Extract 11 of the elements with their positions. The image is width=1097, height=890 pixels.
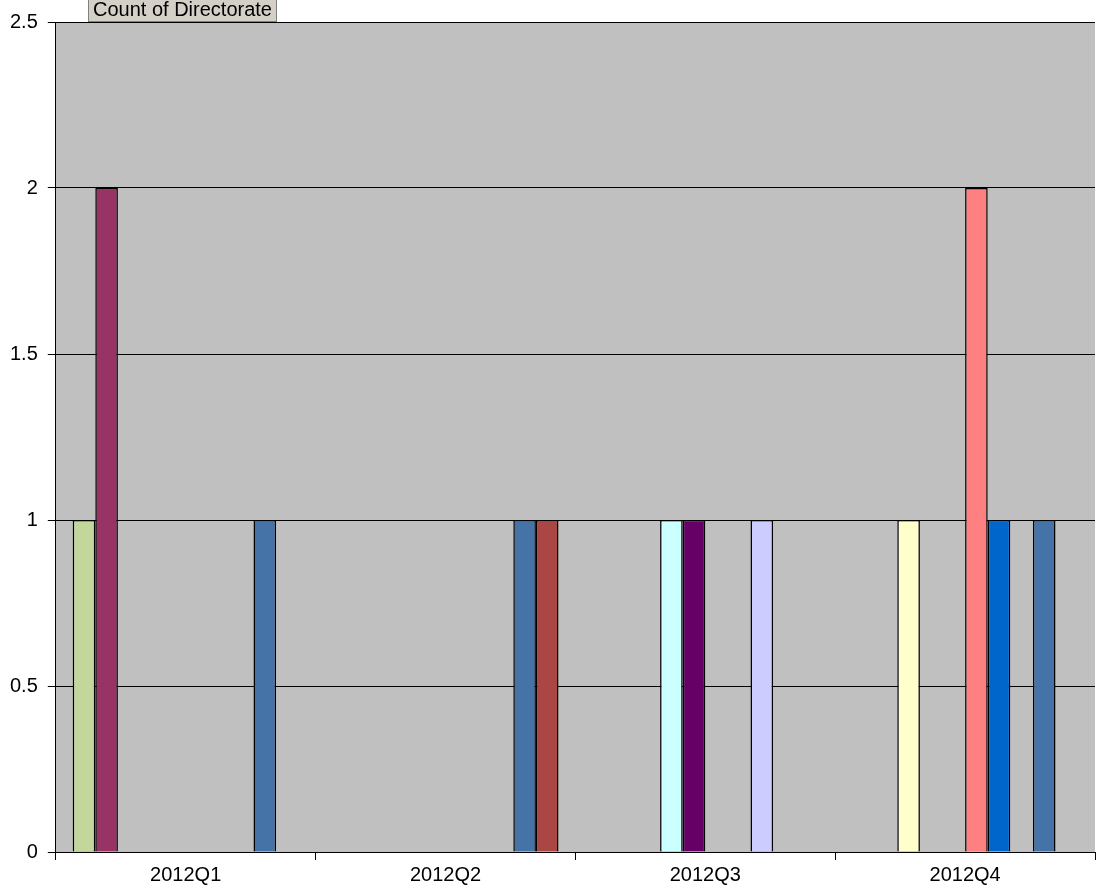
- y-tick-label: 2: [26, 175, 38, 198]
- y-tick-label: 0: [26, 839, 38, 862]
- x-tick-label: 2012Q4: [929, 862, 1001, 885]
- y-tick-label: 0.5: [9, 673, 38, 696]
- x-tick-label: 2012Q3: [669, 862, 741, 885]
- y-tick-label: 1: [26, 507, 38, 530]
- x-tick-label: 2012Q2: [409, 862, 482, 885]
- y-tick-label: 1.5: [9, 341, 38, 364]
- chart-title: Count of Directorate: [88, 0, 277, 22]
- x-tick-label: 2012Q1: [150, 862, 222, 885]
- y-tick-label: 2.5: [9, 9, 38, 32]
